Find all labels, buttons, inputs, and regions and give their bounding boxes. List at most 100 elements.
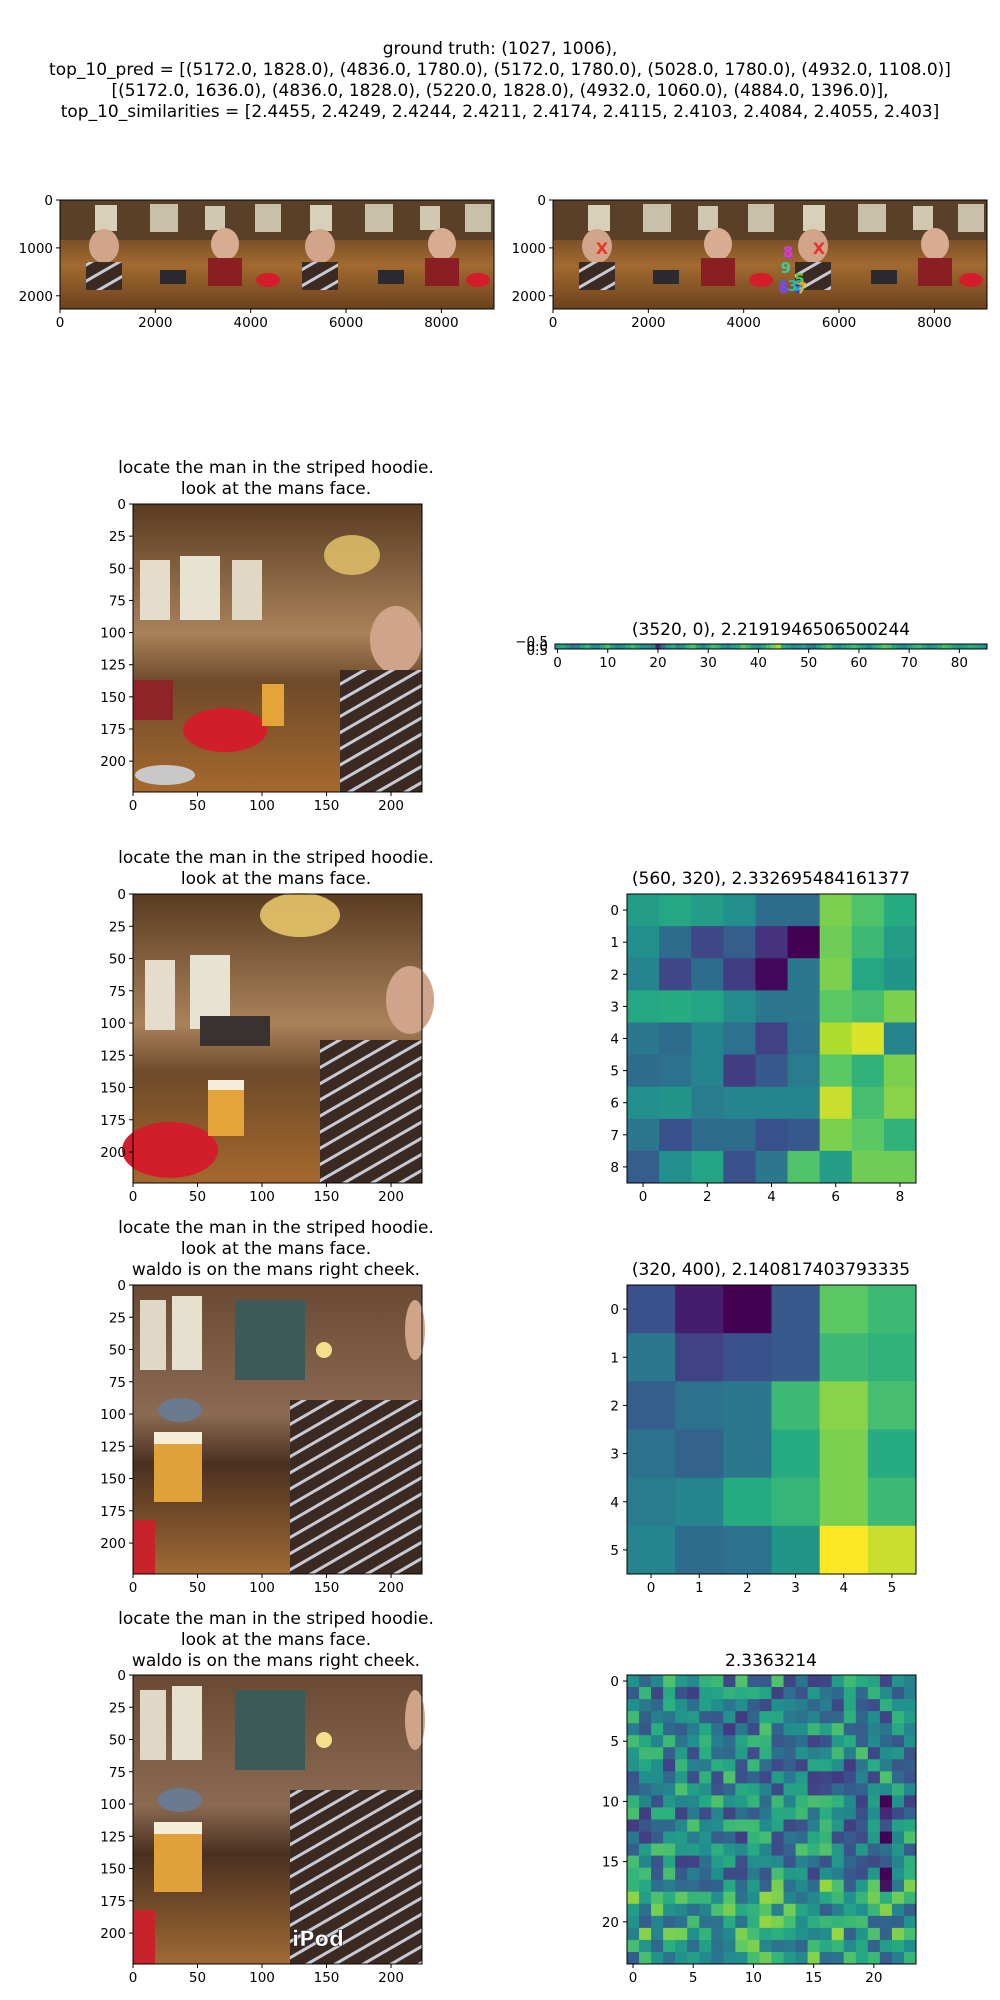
similarity-4-cell bbox=[783, 1927, 796, 1941]
similarity-4-cell bbox=[663, 1843, 676, 1857]
similarity-4-x-tick-label: 5 bbox=[689, 1970, 698, 1986]
similarity-1-cell bbox=[816, 644, 822, 650]
similarity-4-cell bbox=[711, 1675, 724, 1688]
similarity-4-cell bbox=[711, 1951, 724, 1965]
similarity-4-cell bbox=[699, 1771, 712, 1784]
similarity-1-cell bbox=[750, 644, 757, 650]
crop-3-frame bbox=[132, 1284, 423, 1575]
similarity-4-cell bbox=[675, 1867, 688, 1881]
similarity-2-y-tick-label: 6 bbox=[610, 1096, 619, 1112]
similarity-1-cell bbox=[640, 644, 646, 650]
similarity-4-cell bbox=[879, 1927, 893, 1941]
similarity-4-cell bbox=[651, 1831, 664, 1844]
similarity-4-cell bbox=[711, 1807, 724, 1820]
similarity-4-cell bbox=[723, 1879, 736, 1893]
similarity-4-cell bbox=[699, 1711, 712, 1724]
similarity-4-cell bbox=[843, 1735, 857, 1748]
crop-panel-4: locate the man in the striped hoodie. lo… bbox=[100, 1609, 434, 1986]
similarity-1-cell bbox=[615, 644, 621, 650]
figure-title-line-2: top_10_pred = [(5172.0, 1828.0), (4836.0… bbox=[49, 60, 951, 80]
similarity-4-cell bbox=[855, 1711, 869, 1724]
similarity-4-cell bbox=[879, 1915, 893, 1929]
similarity-3-y-tick-label: 5 bbox=[610, 1543, 619, 1559]
similarity-3-cell bbox=[867, 1477, 917, 1527]
similarity-4-cell bbox=[771, 1699, 784, 1712]
crop-1-y-tick-label: 175 bbox=[100, 722, 126, 738]
similarity-4-cell bbox=[843, 1855, 857, 1869]
similarity-4-cell bbox=[819, 1927, 833, 1941]
similarity-4-cell bbox=[639, 1723, 652, 1736]
similarity-4-cell bbox=[795, 1723, 809, 1736]
similarity-1-frame bbox=[554, 643, 988, 650]
similarity-4-cell bbox=[783, 1867, 796, 1881]
crop-4-y-tick-label: 125 bbox=[100, 1829, 126, 1845]
similarity-2-cell bbox=[723, 1086, 756, 1120]
similarity-1-x-tick-label: 40 bbox=[750, 655, 767, 671]
similarity-4-cell bbox=[891, 1723, 905, 1736]
similarity-2-cell bbox=[691, 990, 724, 1023]
similarity-4-cell bbox=[795, 1843, 809, 1857]
similarity-4-cell bbox=[759, 1687, 772, 1700]
similarity-4-cell bbox=[843, 1927, 857, 1941]
similarity-3-cell bbox=[627, 1285, 676, 1334]
similarity-1-cell bbox=[871, 644, 877, 650]
similarity-4-cell bbox=[819, 1771, 833, 1784]
similarity-4-cell bbox=[867, 1711, 881, 1724]
similarity-4-cell bbox=[759, 1915, 772, 1929]
similarity-4-cell bbox=[783, 1891, 796, 1905]
similarity-4-cell bbox=[747, 1711, 760, 1724]
similarity-4-cell bbox=[675, 1795, 688, 1808]
similarity-4-cell bbox=[639, 1927, 652, 1941]
similarity-4-cell bbox=[831, 1723, 845, 1736]
similarity-4-cell bbox=[855, 1687, 869, 1700]
similarity-4-cell bbox=[783, 1783, 796, 1796]
similarity-4-cell bbox=[651, 1939, 664, 1953]
similarity-3-cell bbox=[723, 1333, 772, 1382]
similarity-3-cell bbox=[627, 1477, 676, 1527]
similarity-4-cell bbox=[903, 1783, 917, 1796]
similarity-4-cell bbox=[639, 1735, 652, 1748]
similarity-4-cell bbox=[651, 1747, 664, 1760]
similarity-1-cell bbox=[660, 644, 666, 650]
similarity-1-cell bbox=[650, 644, 656, 650]
prediction-panorama-y-tick-label: 1000 bbox=[512, 241, 546, 257]
similarity-4-cell bbox=[711, 1759, 724, 1772]
similarity-1-axes: 0 10 20 30 40 50 60 70 80 −0.50.50.0 bbox=[515, 634, 968, 671]
similarity-2-cell bbox=[819, 1086, 853, 1120]
similarity-1-cell bbox=[916, 644, 923, 650]
similarity-4-cell bbox=[759, 1747, 772, 1760]
similarity-3-cell bbox=[771, 1429, 821, 1479]
similarity-4-cell bbox=[807, 1903, 821, 1917]
similarity-4-cell bbox=[627, 1807, 640, 1820]
crop-2-x-tick-label: 0 bbox=[129, 1189, 138, 1205]
similarity-4-cell bbox=[843, 1759, 857, 1772]
similarity-2-cell bbox=[755, 1150, 788, 1184]
similarity-4-cell bbox=[831, 1927, 845, 1941]
similarity-1-cell bbox=[921, 644, 928, 650]
similarity-4-cell bbox=[819, 1699, 833, 1712]
similarity-2-cell bbox=[723, 990, 756, 1023]
similarity-3-cell bbox=[675, 1333, 724, 1382]
similarity-2-cell bbox=[883, 894, 917, 927]
similarity-4-cell bbox=[663, 1795, 676, 1808]
crop-2-x-tick-label: 50 bbox=[189, 1189, 206, 1205]
similarity-2-cell bbox=[659, 958, 692, 991]
similarity-3-cell bbox=[675, 1285, 724, 1334]
similarity-4-cell bbox=[807, 1915, 821, 1929]
similarity-4-cell bbox=[783, 1879, 796, 1893]
similarity-panel-2: (560, 320), 2.332695484161377 0 2 4 6 8 0 1 2 3 4… bbox=[610, 869, 917, 1205]
similarity-4-cell bbox=[891, 1867, 905, 1881]
similarity-4-cell bbox=[735, 1723, 748, 1736]
similarity-panel-4: 2.3363214 0 5 10 15 20 0 5 10 15 20 bbox=[602, 1651, 917, 1986]
similarity-4-cell bbox=[675, 1855, 688, 1869]
similarity-4-cell bbox=[663, 1831, 676, 1844]
similarity-4-cell bbox=[891, 1951, 905, 1965]
similarity-4-y-tick-label: 20 bbox=[602, 1915, 619, 1931]
similarity-4-cell bbox=[627, 1735, 640, 1748]
similarity-4-cell bbox=[843, 1771, 857, 1784]
similarity-4-cell bbox=[663, 1867, 676, 1881]
similarity-4-cell bbox=[675, 1819, 688, 1832]
crop-1-title-line-1: locate the man in the striped hoodie. bbox=[118, 458, 434, 478]
crop-4-y-tick-label: 150 bbox=[100, 1862, 126, 1878]
prediction-panorama-x-tick-label: 2000 bbox=[631, 315, 665, 331]
